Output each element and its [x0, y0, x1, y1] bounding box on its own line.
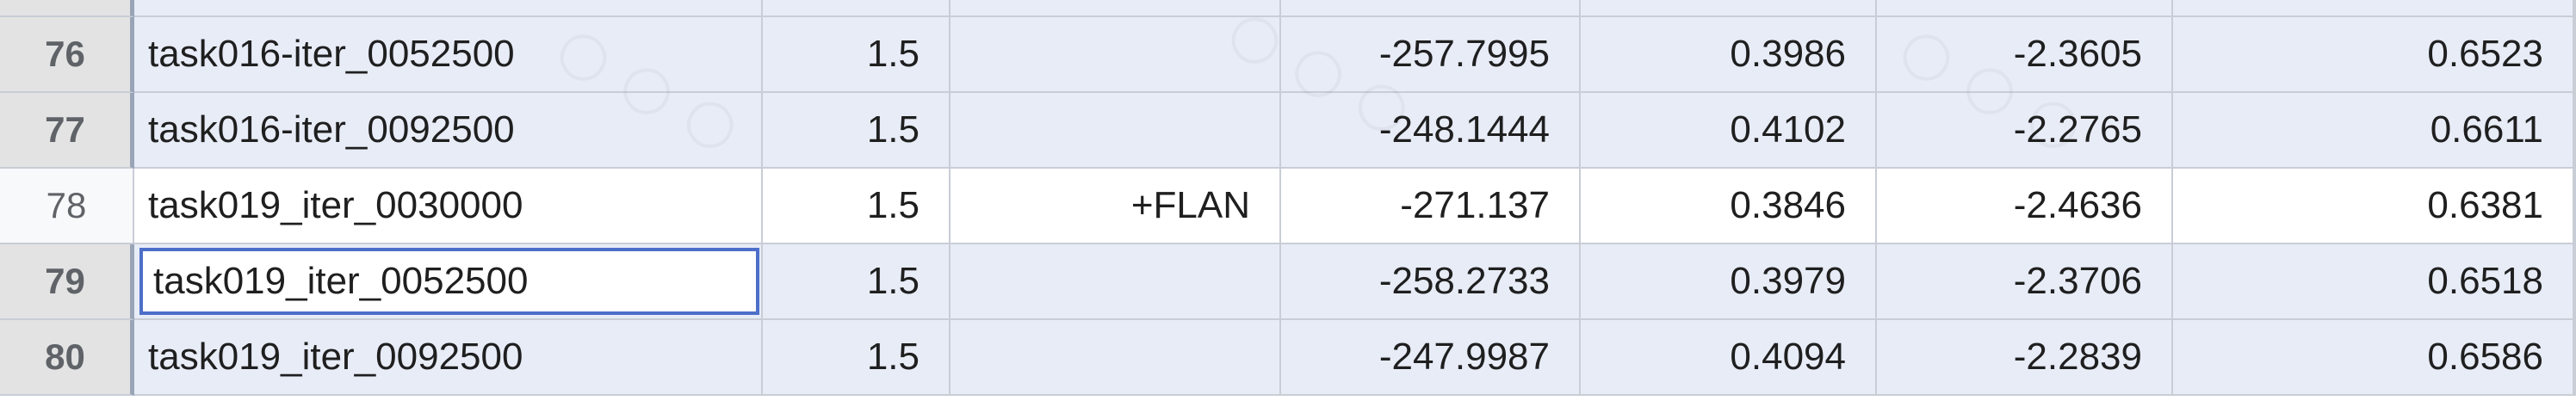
row-header[interactable]: 77: [0, 93, 134, 169]
cell-value[interactable]: 0.6381: [2173, 169, 2574, 244]
cell-value[interactable]: 0.6523: [2173, 17, 2574, 93]
cell-partial[interactable]: [2173, 0, 2574, 17]
cell-value[interactable]: -2.2839: [1877, 320, 2173, 396]
row-header-partial[interactable]: [0, 0, 134, 17]
cell-value[interactable]: 1.5: [763, 93, 951, 169]
cell-partial[interactable]: [1281, 0, 1581, 17]
cell-name[interactable]: task016-iter_0092500: [134, 93, 763, 169]
cell-value[interactable]: 0.4094: [1581, 320, 1877, 396]
cell-value[interactable]: 0.6518: [2173, 244, 2574, 320]
cell-value[interactable]: 0.6586: [2173, 320, 2574, 396]
cell-empty[interactable]: [2574, 17, 2576, 93]
row-header[interactable]: 78: [0, 169, 134, 244]
cell-tag[interactable]: [951, 17, 1281, 93]
cell-empty[interactable]: [2574, 93, 2576, 169]
cell-value[interactable]: 1.5: [763, 17, 951, 93]
cell-value[interactable]: -258.2733: [1281, 244, 1581, 320]
cell-value[interactable]: -271.137: [1281, 169, 1581, 244]
table-row: 77 task016-iter_0092500 1.5 -248.1444 0.…: [0, 93, 2576, 169]
cell-tag[interactable]: +FLAN: [951, 169, 1281, 244]
cell-value[interactable]: -2.3605: [1877, 17, 2173, 93]
cell-tag[interactable]: [951, 93, 1281, 169]
table-row: 80 task019_iter_0092500 1.5 -247.9987 0.…: [0, 320, 2576, 396]
cell-value[interactable]: -247.9987: [1281, 320, 1581, 396]
cell-name[interactable]: task019_iter_0092500: [134, 320, 763, 396]
active-cell-selection[interactable]: task019_iter_0052500: [139, 248, 759, 315]
cell-value[interactable]: 1.5: [763, 320, 951, 396]
cell-value[interactable]: -248.1444: [1281, 93, 1581, 169]
partial-row-above: [0, 0, 2576, 17]
cell-partial[interactable]: [2574, 0, 2576, 17]
cell-value[interactable]: 1.5: [763, 244, 951, 320]
cell-name[interactable]: task016-iter_0052500: [134, 17, 763, 93]
cell-partial[interactable]: [1877, 0, 2173, 17]
cell-partial[interactable]: [951, 0, 1281, 17]
table-row: 76 task016-iter_0052500 1.5 -257.7995 0.…: [0, 17, 2576, 93]
cell-value[interactable]: 0.3986: [1581, 17, 1877, 93]
cell-partial[interactable]: [763, 0, 951, 17]
row-header[interactable]: 76: [0, 17, 134, 93]
table-row: 78 task019_iter_0030000 1.5 +FLAN -271.1…: [0, 169, 2576, 244]
cell-tag[interactable]: [951, 244, 1281, 320]
data-rows: 76 task016-iter_0052500 1.5 -257.7995 0.…: [0, 17, 2576, 396]
cell-tag[interactable]: [951, 320, 1281, 396]
cell-empty[interactable]: [2574, 320, 2576, 396]
cell-empty[interactable]: [2574, 244, 2576, 320]
cell-value[interactable]: -2.4636: [1877, 169, 2173, 244]
cell-value[interactable]: 0.3979: [1581, 244, 1877, 320]
cell-empty[interactable]: [2574, 169, 2576, 244]
cell-value[interactable]: 1.5: [763, 169, 951, 244]
cell-partial[interactable]: [134, 0, 763, 17]
cell-value[interactable]: 0.4102: [1581, 93, 1877, 169]
cell-value[interactable]: 0.6611: [2173, 93, 2574, 169]
cell-value[interactable]: 0.3846: [1581, 169, 1877, 244]
cell-value[interactable]: -257.7995: [1281, 17, 1581, 93]
cell-value[interactable]: -2.2765: [1877, 93, 2173, 169]
cell-value[interactable]: -2.3706: [1877, 244, 2173, 320]
row-header[interactable]: 79: [0, 244, 134, 320]
row-header[interactable]: 80: [0, 320, 134, 396]
cell-partial[interactable]: [1581, 0, 1877, 17]
cell-name[interactable]: task019_iter_0030000: [134, 169, 763, 244]
